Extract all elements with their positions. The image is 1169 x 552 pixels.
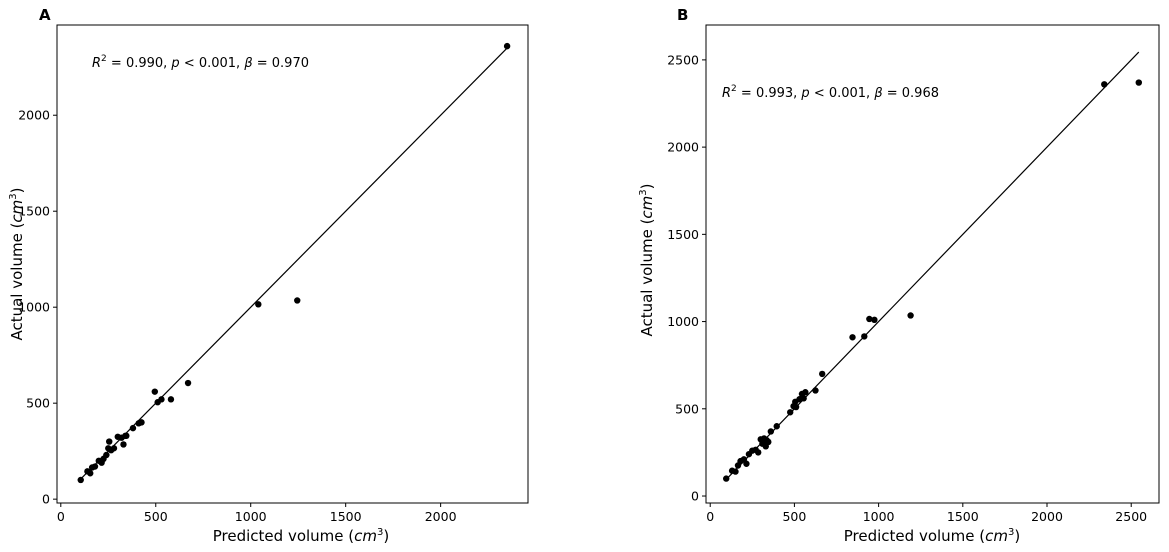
panel-b-y-tick-label: 2000	[667, 140, 699, 155]
panel-b-y-tick-label: 1500	[667, 227, 699, 242]
panel-a-p-symbol: p	[170, 56, 179, 71]
panel-a-data-point	[158, 396, 165, 403]
panel-b-x-tick-label: 1500	[947, 509, 979, 524]
panel-a-x-tick-label: 1000	[235, 509, 267, 524]
panel-a-y-axis-label: Actual volume (cm3)	[8, 187, 26, 340]
panel-b-data-point	[723, 475, 730, 482]
panel-a-data-point	[294, 297, 301, 304]
panel-a: A 0 500 1000 1500 2000 0 500 1000 1500 2000 R2 =…	[8, 6, 529, 545]
panel-a-x-tick-label: 1500	[330, 509, 362, 524]
panel-a-regression-line	[79, 47, 508, 481]
panel-b-data-point	[861, 333, 868, 340]
panel-a-y-tick-label: 500	[26, 396, 50, 411]
panel-b-plot-frame	[705, 24, 1160, 504]
panel-b-data-point	[818, 370, 826, 378]
panel-a-data-point	[110, 445, 118, 452]
panel-b-data-point	[732, 468, 739, 475]
panel-b-p-symbol: p	[800, 86, 809, 101]
panel-b-r2-exponent: 2	[731, 84, 737, 94]
panel-a-data-point	[77, 476, 84, 484]
panel-a-beta-value: = 0.970	[253, 56, 309, 71]
panel-b-y-tick-label: 0	[691, 489, 699, 504]
panel-b-data-point	[767, 428, 775, 435]
panel-b-label: B	[677, 6, 688, 24]
panel-a-x-tick-label: 2000	[425, 509, 457, 524]
panel-a-x-tick-label: 500	[144, 509, 168, 524]
panel-b-beta-symbol: β	[873, 86, 882, 101]
panel-a-data-point	[151, 388, 159, 395]
panel-b-data-point	[1135, 79, 1142, 86]
panel-a-r2-value: = 0.990,	[107, 56, 172, 71]
panel-b-y-tick-label: 1000	[667, 314, 699, 329]
panel-a-plot-frame	[56, 24, 529, 504]
panel-b-data-point	[866, 315, 873, 323]
panel-b-data-point	[871, 316, 878, 324]
panel-a-data-point	[103, 451, 110, 459]
panel-a-x-axis-label: Predicted volume (cm3)	[213, 527, 389, 545]
panel-b-y-tick-label: 500	[675, 401, 699, 416]
panel-a-data-point	[87, 470, 94, 477]
panel-a-data-point	[91, 463, 99, 470]
panel-b-y-tick-label: 2500	[667, 52, 699, 67]
panel-a-x-ticks: 0 500 1000 1500 2000	[57, 503, 457, 524]
panel-a-data-point	[167, 396, 175, 403]
panel-a-data-point	[255, 301, 262, 308]
panel-a-data-points	[77, 42, 511, 484]
panel-b-data-point	[802, 389, 809, 396]
panel-a-data-point	[138, 419, 145, 426]
panel-b-data-point	[792, 403, 800, 411]
panel-a-data-point	[129, 424, 137, 432]
panel-b-data-point	[743, 460, 750, 467]
panel-a-r2-exponent: 2	[101, 54, 107, 64]
panel-a-y-tick-label: 0	[42, 492, 50, 507]
panel-b-data-point	[849, 334, 856, 341]
panel-b-beta-value: = 0.968	[883, 86, 939, 101]
panel-a-data-point	[123, 432, 130, 440]
panel-b-r2-symbol: R	[722, 86, 731, 101]
panel-b-x-tick-label: 500	[782, 509, 806, 524]
panel-b-p-value: < 0.001,	[810, 86, 875, 101]
panel-b-data-point	[787, 409, 794, 416]
panel-b-x-tick-label: 0	[706, 509, 714, 524]
panel-b-x-tick-label: 2500	[1115, 509, 1147, 524]
panel-a-y-tick-label: 1000	[18, 300, 50, 315]
panel-b-data-point	[773, 423, 780, 430]
panel-a-data-point	[184, 379, 192, 387]
panel-b-data-point	[800, 395, 807, 402]
panel-a-data-point	[106, 438, 113, 445]
panel-b: B 0 500 1000 1500 2000 2500 0 500 1000 1500 2000 2…	[638, 6, 1160, 545]
panel-a-beta-symbol: β	[243, 56, 252, 71]
panel-b-data-point	[765, 438, 772, 446]
panel-b-data-point	[812, 387, 819, 394]
panel-a-data-point	[120, 441, 127, 448]
panel-a-p-value: < 0.001,	[180, 56, 245, 71]
panel-a-r2-symbol: R	[92, 56, 101, 71]
panel-b-stats-annotation: R2 = 0.993, p < 0.001, β = 0.968	[722, 84, 939, 101]
panel-b-data-point	[1101, 81, 1108, 88]
panel-a-data-point	[503, 42, 511, 50]
panel-b-x-tick-label: 1000	[863, 509, 895, 524]
panel-b-data-point	[755, 449, 762, 456]
panel-a-label: A	[39, 6, 51, 24]
panel-b-data-point	[907, 312, 914, 319]
panel-b-y-axis-label: Actual volume (cm3)	[638, 183, 656, 336]
panel-a-x-tick-label: 0	[57, 509, 65, 524]
panel-a-y-ticks: 0 500 1000 1500 2000	[18, 108, 57, 507]
panel-a-y-tick-label: 2000	[18, 108, 50, 123]
panel-b-y-ticks: 0 500 1000 1500 2000 2500	[667, 52, 706, 504]
panel-b-r2-value: = 0.993,	[737, 86, 802, 101]
panel-a-y-tick-label: 1500	[18, 204, 50, 219]
panel-b-x-ticks: 0 500 1000 1500 2000 2500	[706, 503, 1147, 524]
panel-b-data-points	[723, 79, 1142, 482]
panel-a-stats-annotation: R2 = 0.990, p < 0.001, β = 0.970	[92, 54, 309, 71]
panel-b-regression-line	[725, 51, 1140, 480]
panel-b-x-tick-label: 2000	[1031, 509, 1063, 524]
panel-b-x-axis-label: Predicted volume (cm3)	[844, 527, 1020, 545]
